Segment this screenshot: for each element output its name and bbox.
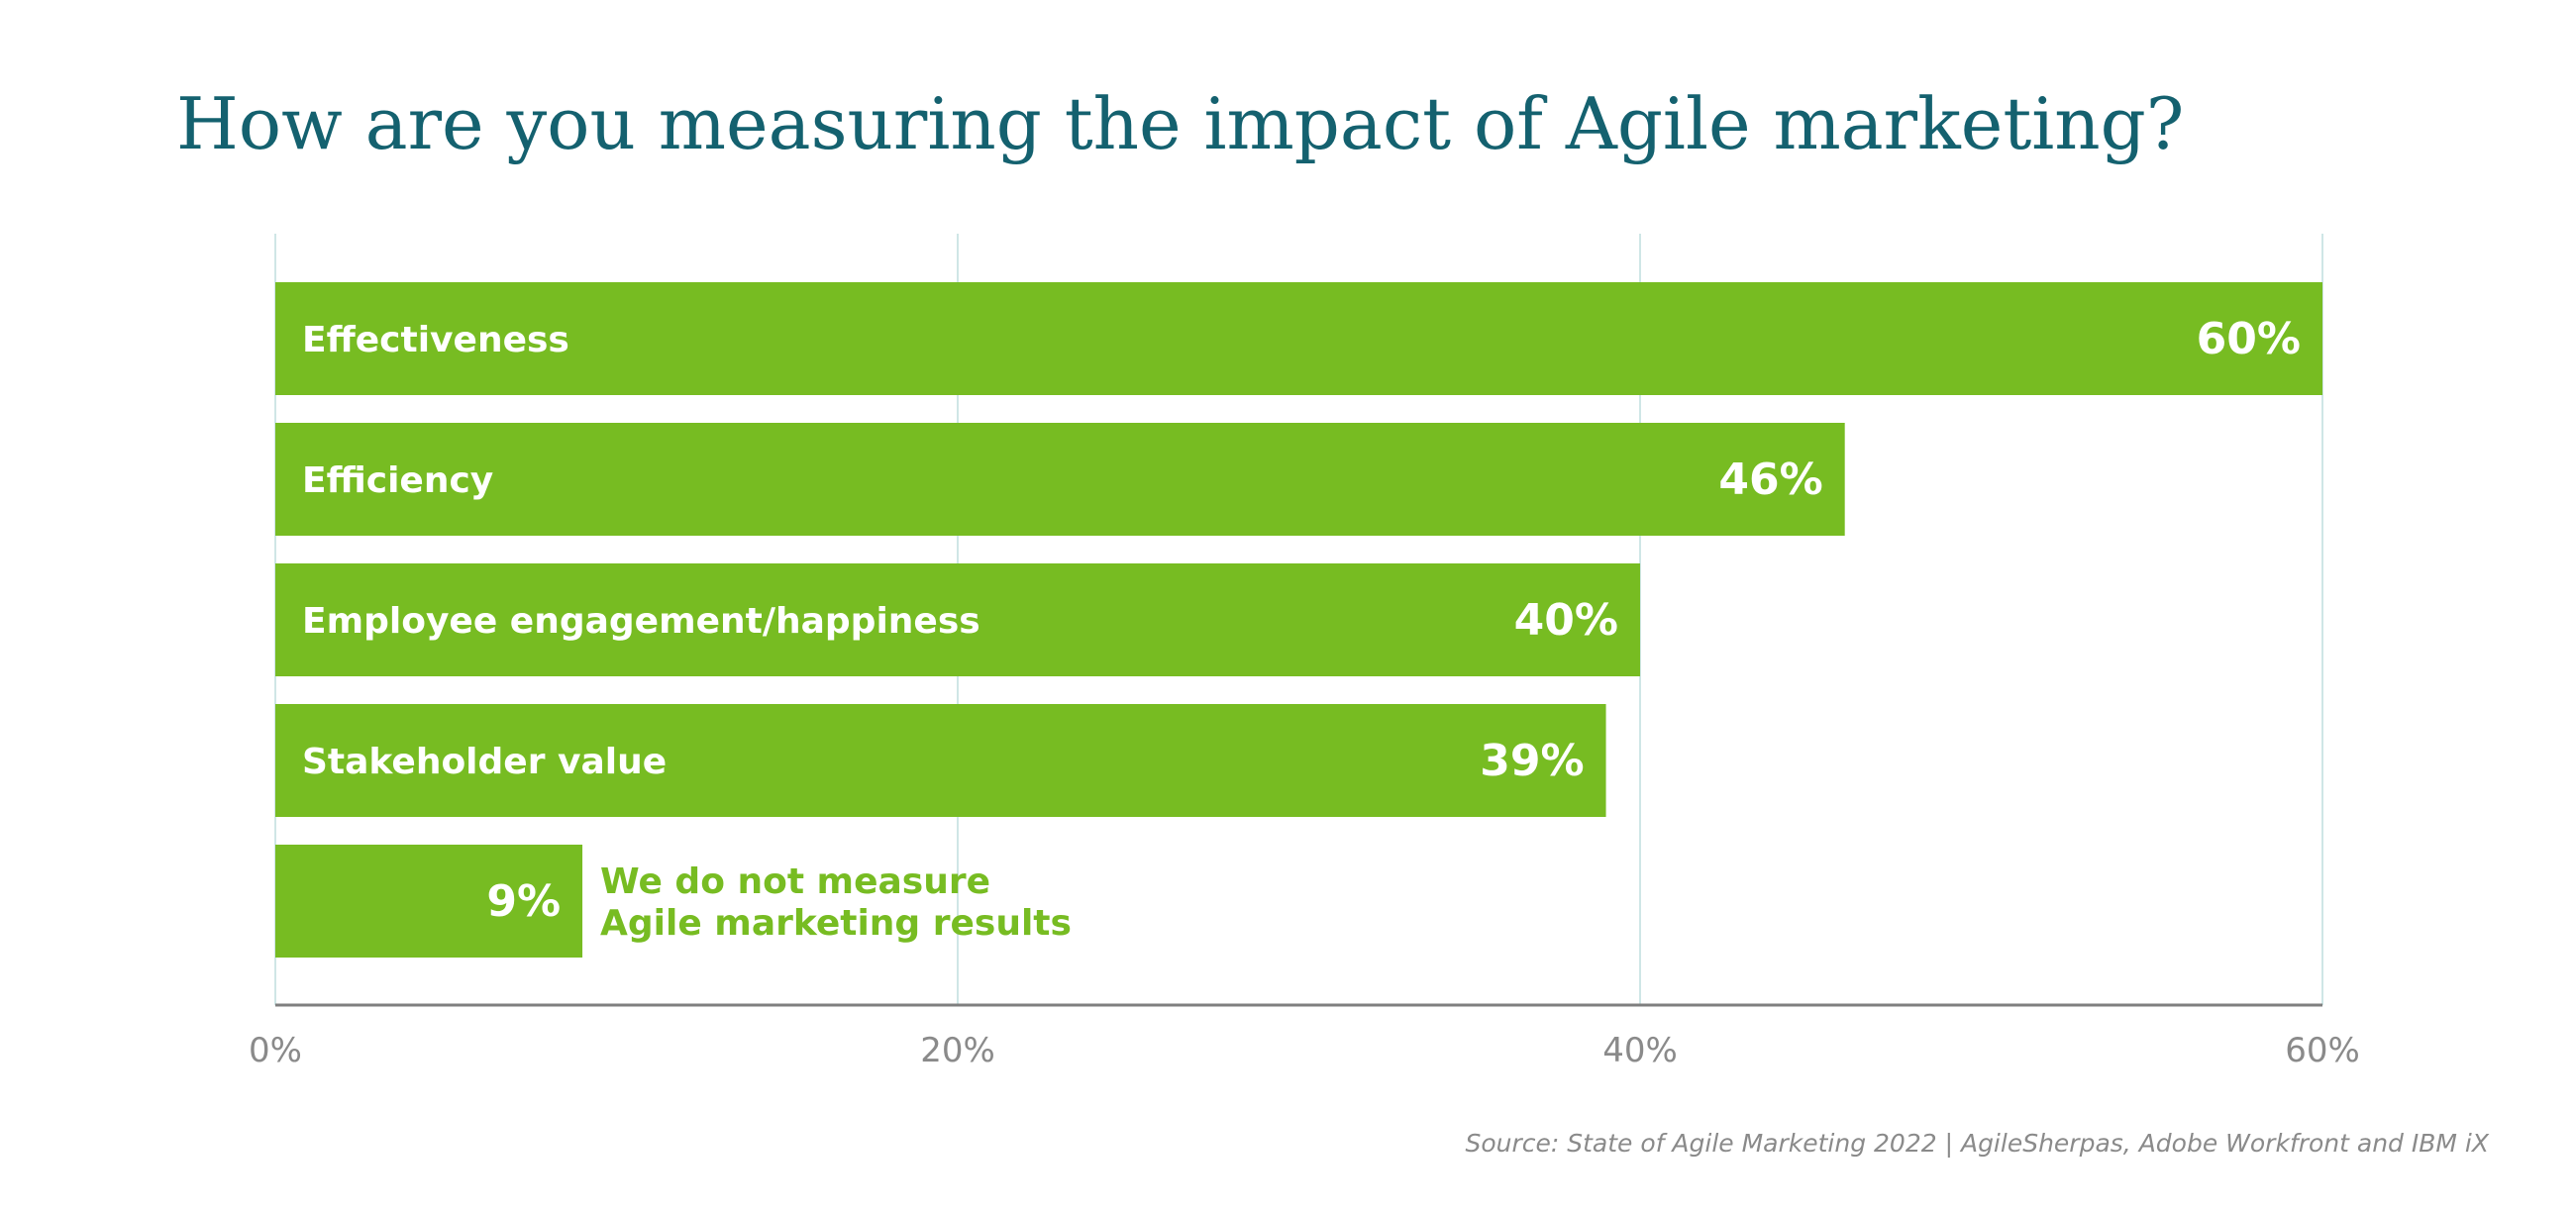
bar-category-label: We do not measure Agile marketing results: [600, 861, 1072, 944]
bar: [275, 282, 2322, 395]
source-note: Source: State of Agile Marketing 2022 | …: [1465, 1129, 2489, 1158]
bar-category-label: Employee engagement/happiness: [302, 601, 980, 642]
bar-category-label: Efficiency: [302, 460, 493, 501]
x-tick-label: 60%: [2285, 1031, 2360, 1070]
x-tick-label: 20%: [920, 1031, 995, 1070]
bar: [275, 423, 1845, 536]
bar: [275, 704, 1606, 817]
bar-value-label: 40%: [1514, 595, 1618, 646]
bar-value-label: 60%: [2197, 314, 2301, 364]
bar-value-label: 9%: [486, 876, 561, 927]
bar-group: Efficiency 46%: [275, 423, 1845, 536]
x-axis: 0% 20% 40% 60%: [249, 1003, 2360, 1070]
bar: [275, 563, 1640, 676]
bar-category-label: Effectiveness: [302, 320, 569, 360]
bar-group: We do not measure Agile marketing results…: [275, 845, 1072, 958]
bar-value-label: 39%: [1480, 736, 1584, 786]
bar-group: Employee engagement/happiness 40%: [275, 563, 1640, 676]
x-tick-label: 40%: [1602, 1031, 1678, 1070]
chart-title: How are you measuring the impact of Agil…: [176, 82, 2184, 165]
x-tick-label: 0%: [249, 1031, 302, 1070]
bar-value-label: 46%: [1718, 455, 1822, 505]
bar: [275, 845, 583, 958]
bar-group: Stakeholder value 39%: [275, 704, 1606, 817]
bars: Effectiveness 60% Efficiency 46% Employee en…: [275, 282, 2322, 958]
bar-group: Effectiveness 60%: [275, 282, 2322, 395]
bar-category-label: Stakeholder value: [302, 742, 667, 782]
